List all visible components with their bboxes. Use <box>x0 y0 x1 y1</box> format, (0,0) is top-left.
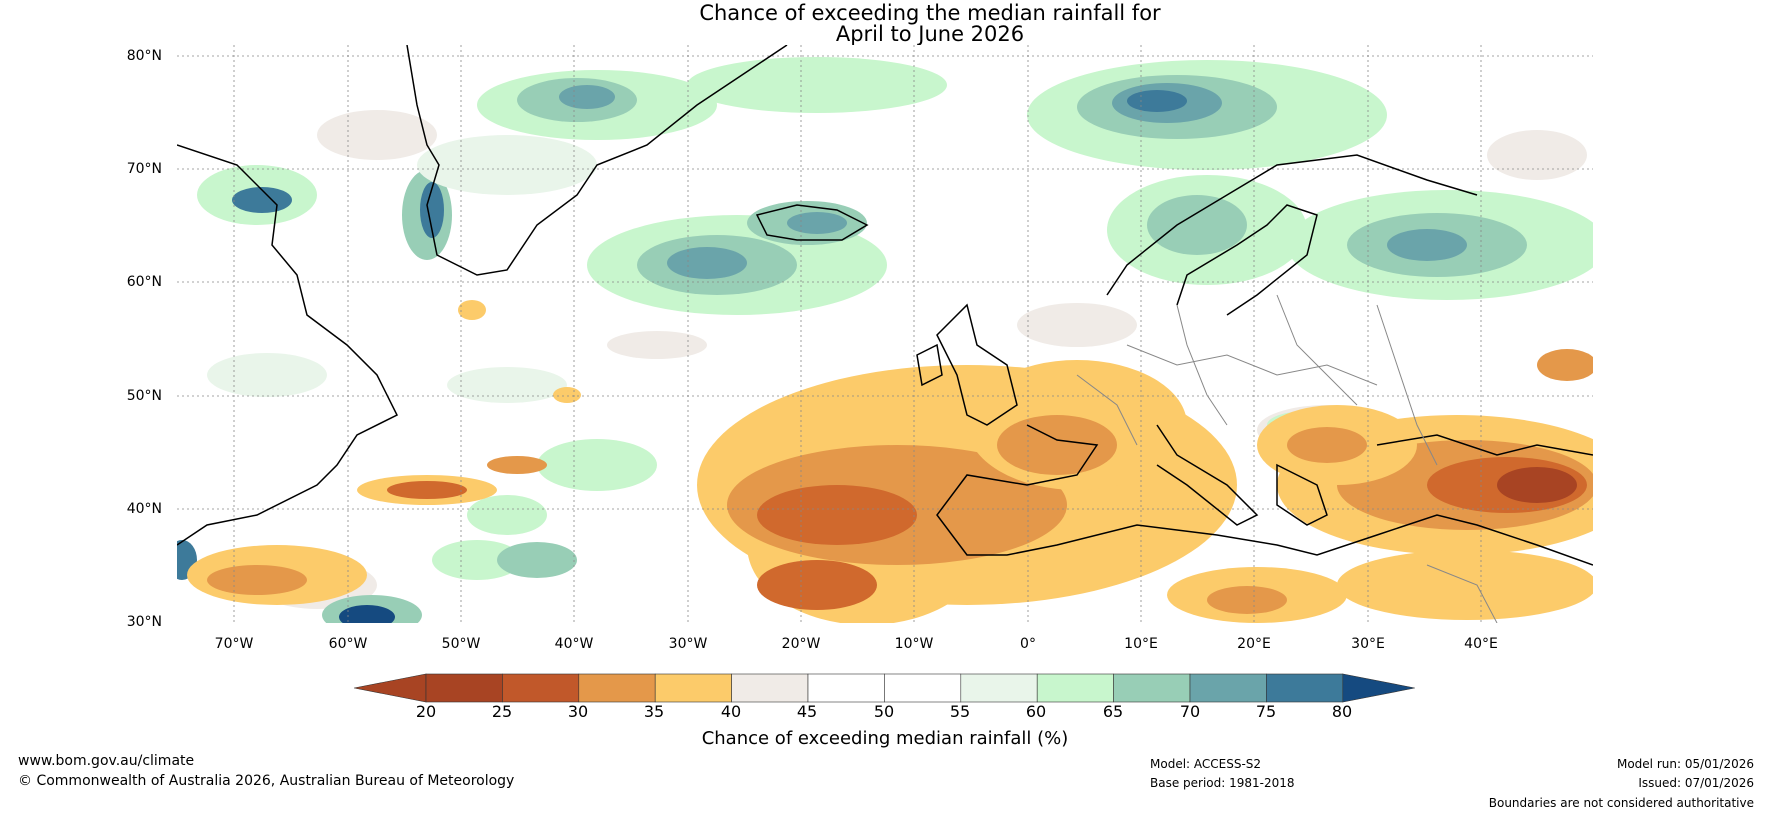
colorbar-cell-7 <box>960 673 1038 703</box>
issued-date: Issued: 07/01/2026 <box>1638 776 1754 790</box>
lon-label-70w: 70°W <box>214 636 254 652</box>
colorbar-cell-10 <box>1189 673 1267 703</box>
model-name: Model: ACCESS-S2 <box>1150 757 1262 771</box>
lon-label-40w: 40°W <box>554 636 594 652</box>
lon-label-50w: 50°W <box>441 636 481 652</box>
neutral-regions <box>207 110 1587 609</box>
lon-label-60w: 60°W <box>328 636 368 652</box>
colorbar-cell-6 <box>884 673 962 703</box>
colorbar-tick-50: 50 <box>873 702 895 721</box>
colorbar-cell-9 <box>1113 673 1191 703</box>
lon-label-30w: 30°W <box>668 636 708 652</box>
lat-label-70n: 70°N <box>126 161 162 177</box>
map-title-line-2: April to June 2026 <box>835 22 1025 46</box>
colorbar-under-arrow <box>354 673 427 703</box>
colorbar-cell-8 <box>1036 673 1114 703</box>
colorbar-label: Chance of exceeding median rainfall (%) <box>701 728 1069 749</box>
colorbar-cell-5 <box>807 673 885 703</box>
colorbar-tick-30: 30 <box>567 702 589 721</box>
lon-label-0: 0° <box>1020 636 1036 652</box>
colorbar-tick-45: 45 <box>796 702 818 721</box>
colorbar-tick-40: 40 <box>720 702 742 721</box>
colorbar-tick-55: 55 <box>949 702 971 721</box>
lon-label-10e: 10°E <box>1124 636 1158 652</box>
model-run-date: Model run: 05/01/2026 <box>1616 757 1754 771</box>
colorbar-cell-2 <box>578 673 656 703</box>
coastlines <box>177 45 1593 566</box>
colorbar-cell-11 <box>1266 673 1344 703</box>
lon-label-20w: 20°W <box>781 636 821 652</box>
colorbar <box>354 673 1415 703</box>
lon-label-40e: 40°E <box>1464 636 1498 652</box>
country-borders <box>1076 294 1498 623</box>
colorbar-tick-35: 35 <box>643 702 665 721</box>
colorbar-over-arrow <box>1342 673 1415 703</box>
base-period: Base period: 1981-2018 <box>1150 776 1295 790</box>
colorbar-tick-70: 70 <box>1179 702 1201 721</box>
colorbar-cell-1 <box>502 673 580 703</box>
copyright-text: © Commonwealth of Australia 2026, Austra… <box>18 773 515 789</box>
lat-label-60n: 60°N <box>126 274 162 290</box>
colorbar-tick-75: 75 <box>1255 702 1277 721</box>
lon-label-10w: 10°W <box>894 636 934 652</box>
colorbar-tick-80: 80 <box>1331 702 1353 721</box>
colorbar-tick-20: 20 <box>415 702 437 721</box>
colorbar-tick-60: 60 <box>1025 702 1047 721</box>
colorbar-cell-0 <box>425 673 503 703</box>
map-title-line-1: Chance of exceeding the median rainfall … <box>699 1 1161 25</box>
lon-label-20e: 20°E <box>1237 636 1271 652</box>
colorbar-tick-65: 65 <box>1102 702 1124 721</box>
rainfall-probability-map <box>177 45 1593 623</box>
graticule <box>177 45 1593 623</box>
boundaries-disclaimer: Boundaries are not considered authoritat… <box>1488 796 1754 810</box>
colorbar-cell-3 <box>654 673 732 703</box>
website-url[interactable]: www.bom.gov.au/climate <box>18 753 195 769</box>
dry-regions <box>187 300 1593 623</box>
lat-label-80n: 80°N <box>126 48 162 64</box>
lat-label-30n: 30°N <box>126 614 162 630</box>
colorbar-tick-25: 25 <box>491 702 513 721</box>
colorbar-cell-4 <box>731 673 809 703</box>
lon-label-30e: 30°E <box>1351 636 1385 652</box>
lat-label-50n: 50°N <box>126 388 162 404</box>
lat-label-40n: 40°N <box>126 501 162 517</box>
